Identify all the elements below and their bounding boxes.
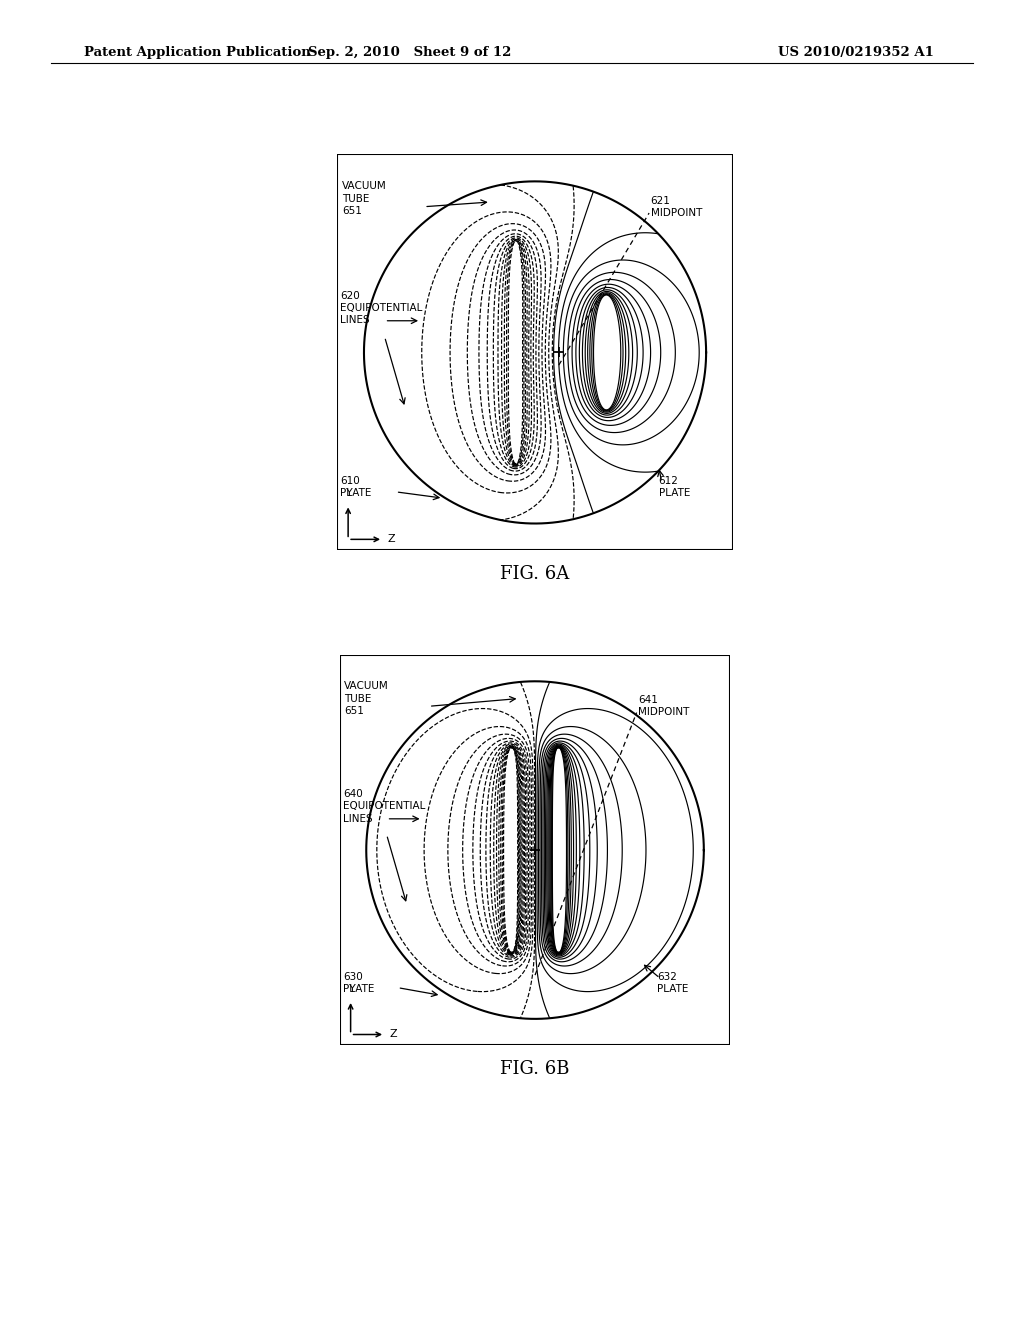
Text: Sep. 2, 2010   Sheet 9 of 12: Sep. 2, 2010 Sheet 9 of 12 — [308, 46, 511, 59]
Text: Z: Z — [390, 1030, 397, 1039]
Text: Y: Y — [349, 983, 355, 994]
Text: Patent Application Publication: Patent Application Publication — [84, 46, 310, 59]
Text: 640
EQUIPOTENTIAL
LINES: 640 EQUIPOTENTIAL LINES — [343, 789, 425, 824]
Text: 632
PLATE: 632 PLATE — [657, 972, 688, 994]
Text: Z: Z — [388, 535, 395, 544]
Text: FIG. 6B: FIG. 6B — [500, 1060, 569, 1078]
Text: VACUUM
TUBE
651: VACUUM TUBE 651 — [342, 181, 386, 216]
Text: US 2010/0219352 A1: US 2010/0219352 A1 — [778, 46, 934, 59]
Text: 610
PLATE: 610 PLATE — [340, 477, 372, 498]
Text: 620
EQUIPOTENTIAL
LINES: 620 EQUIPOTENTIAL LINES — [340, 290, 423, 326]
Text: Y: Y — [346, 488, 353, 498]
Text: VACUUM
TUBE
651: VACUUM TUBE 651 — [344, 681, 389, 715]
Text: 621
MIDPOINT: 621 MIDPOINT — [650, 195, 702, 218]
Text: FIG. 6A: FIG. 6A — [500, 565, 569, 583]
Text: 630
PLATE: 630 PLATE — [343, 972, 374, 994]
Text: 612
PLATE: 612 PLATE — [658, 477, 690, 498]
Text: 641
MIDPOINT: 641 MIDPOINT — [638, 696, 689, 718]
